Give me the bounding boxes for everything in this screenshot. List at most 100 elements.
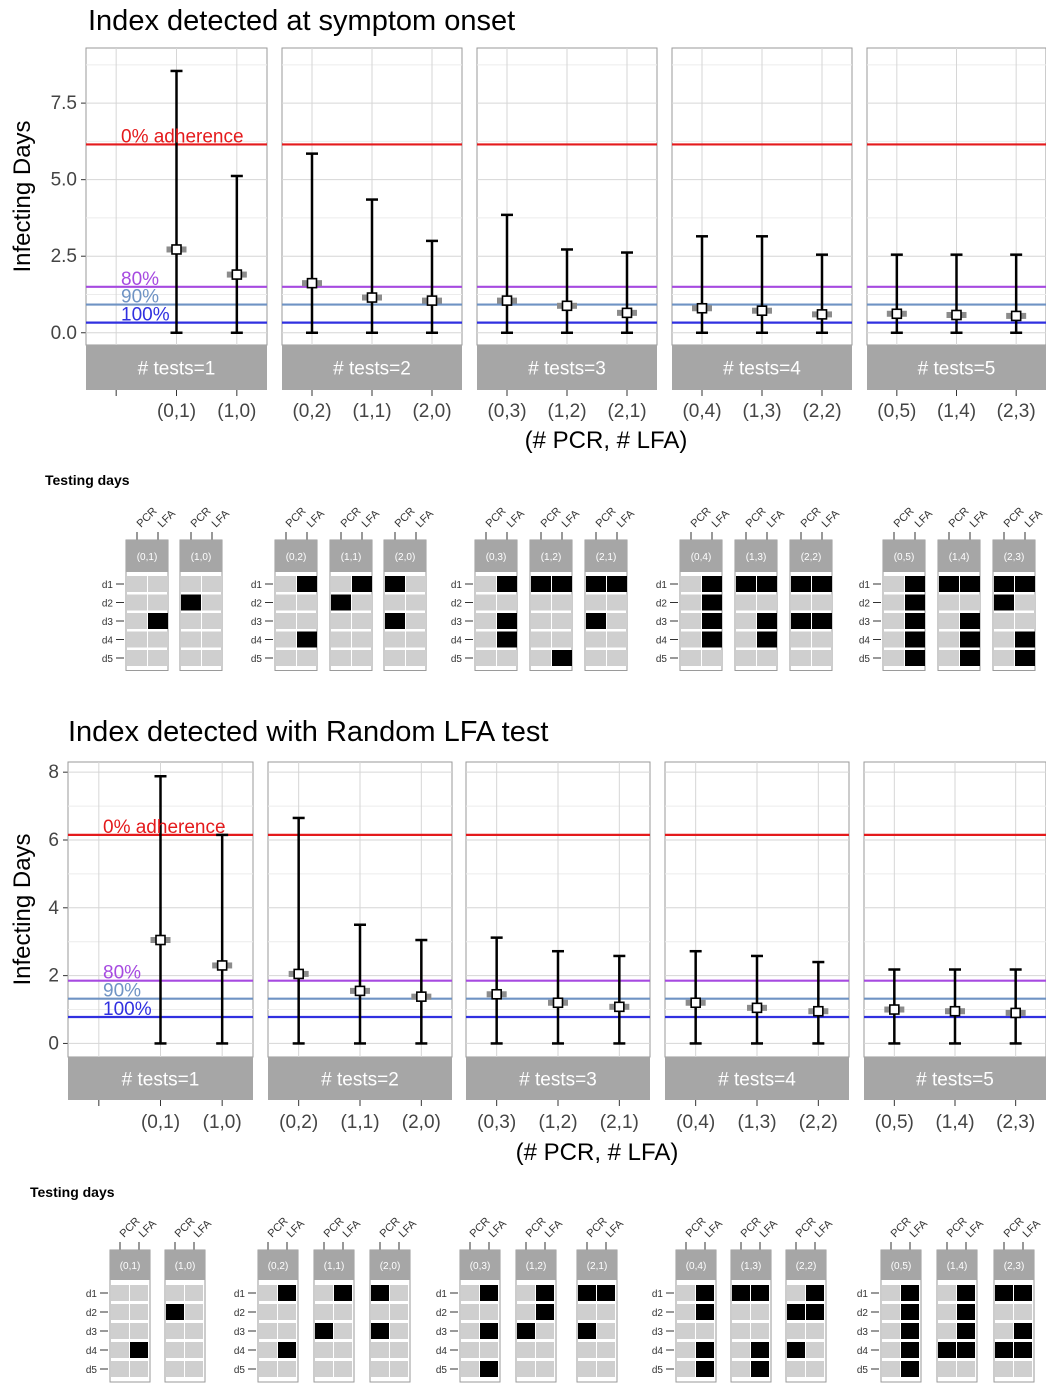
- test-cell-off: [127, 631, 147, 648]
- test-cell-on: [607, 576, 627, 592]
- test-cell-on: [757, 631, 777, 648]
- test-cell-off: [882, 1342, 900, 1358]
- test-cell-off: [681, 594, 701, 611]
- test-cell-off: [461, 1342, 479, 1358]
- test-cell-off: [787, 1361, 805, 1377]
- schedule-strip: [994, 1250, 1034, 1280]
- x-tick-label: (1,2): [538, 1112, 577, 1133]
- schedule-strip: [731, 1250, 771, 1280]
- test-cell-off: [1015, 613, 1035, 629]
- test-cell-off: [371, 1361, 389, 1377]
- column-label: PCR: [1002, 1215, 1027, 1240]
- test-cell-off: [607, 613, 627, 629]
- test-cell-off: [552, 594, 572, 611]
- test-cell-off: [994, 613, 1014, 629]
- test-cell-off: [185, 1342, 203, 1358]
- test-cell-on: [334, 1285, 352, 1301]
- test-cell-on: [960, 576, 980, 592]
- facet-strip-label: # tests=1: [138, 359, 216, 380]
- test-cell-off: [732, 1323, 750, 1339]
- test-cell-off: [578, 1304, 596, 1320]
- schedule-title: Testing days: [30, 1184, 115, 1200]
- test-cell-off: [884, 650, 904, 666]
- test-cell-off: [531, 650, 551, 666]
- test-cell-off: [148, 576, 168, 592]
- test-cell-off: [202, 576, 222, 592]
- test-cell-on: [751, 1342, 769, 1358]
- test-cell-off: [681, 613, 701, 629]
- column-label: PCR: [393, 505, 418, 530]
- test-cell-on: [552, 650, 572, 666]
- test-cell-on: [531, 576, 551, 592]
- test-cell-on: [938, 1342, 956, 1358]
- y-tick-label: 0.0: [51, 323, 77, 344]
- test-cell-off: [476, 631, 496, 648]
- x-tick-label: (2,3): [996, 1112, 1035, 1133]
- test-cell-on: [385, 576, 405, 592]
- data-point: [752, 235, 772, 335]
- test-cell-off: [476, 594, 496, 611]
- column-label: LFA: [360, 507, 383, 530]
- data-point: [302, 152, 322, 335]
- test-cell-off: [586, 650, 606, 666]
- test-cell-off: [166, 1323, 184, 1339]
- column-label: LFA: [908, 1217, 931, 1240]
- x-tick-label: (0,5): [875, 1112, 914, 1133]
- test-cell-off: [938, 1361, 956, 1377]
- test-cell-off: [531, 613, 551, 629]
- day-label: d5: [656, 654, 668, 665]
- column-label: LFA: [820, 507, 843, 530]
- test-cell-on: [702, 594, 722, 611]
- test-cell-off: [1014, 1304, 1032, 1320]
- test-cell-off: [385, 631, 405, 648]
- test-cell-off: [806, 1323, 824, 1339]
- column-label: PCR: [173, 1215, 198, 1240]
- x-tick-label: (2,1): [607, 401, 646, 422]
- test-cell-off: [331, 631, 351, 648]
- test-cell-off: [148, 631, 168, 648]
- y-axis-label: Infecting Days: [9, 120, 36, 272]
- test-cell-on: [791, 613, 811, 629]
- y-tick-label: 4: [48, 898, 59, 919]
- chart-title: Index detected with Random LFA test: [68, 716, 548, 748]
- test-cell-on: [957, 1304, 975, 1320]
- column-label: LFA: [285, 1217, 308, 1240]
- test-cell-on: [732, 1285, 750, 1301]
- schedule-strip-label: (2,3): [1004, 552, 1025, 563]
- facet-strip-label: # tests=3: [519, 1070, 597, 1091]
- test-cell-off: [352, 594, 372, 611]
- test-cell-off: [884, 576, 904, 592]
- column-label: PCR: [799, 505, 824, 530]
- data-point: [1006, 253, 1027, 335]
- test-cell-off: [166, 1342, 184, 1358]
- test-cell-off: [166, 1285, 184, 1301]
- schedule-strip-label: (2,2): [801, 552, 822, 563]
- schedule-strip-label: (0,3): [470, 1261, 491, 1272]
- test-cell-off: [111, 1361, 129, 1377]
- point-marker: [426, 295, 438, 306]
- test-cell-off: [185, 1304, 203, 1320]
- test-cell-off: [390, 1304, 408, 1320]
- x-tick-label: (2,3): [997, 401, 1036, 422]
- test-cell-off: [406, 631, 426, 648]
- point-marker: [501, 295, 513, 306]
- column-label: PCR: [945, 1215, 970, 1240]
- day-label: d5: [86, 1365, 98, 1376]
- point-marker: [690, 997, 701, 1009]
- test-cell-off: [276, 631, 296, 648]
- test-cell-off: [939, 650, 959, 666]
- schedule-strip: [180, 540, 222, 572]
- data-point: [166, 69, 187, 335]
- facet-strip: [68, 1057, 253, 1100]
- schedule-strip: [384, 540, 426, 572]
- test-cell-on: [586, 613, 606, 629]
- facet-strip: [477, 345, 657, 390]
- test-cell-on: [957, 1342, 975, 1358]
- test-cell-off: [607, 650, 627, 666]
- schedule-strip: [330, 540, 372, 572]
- facet-strip-label: # tests=4: [723, 359, 801, 380]
